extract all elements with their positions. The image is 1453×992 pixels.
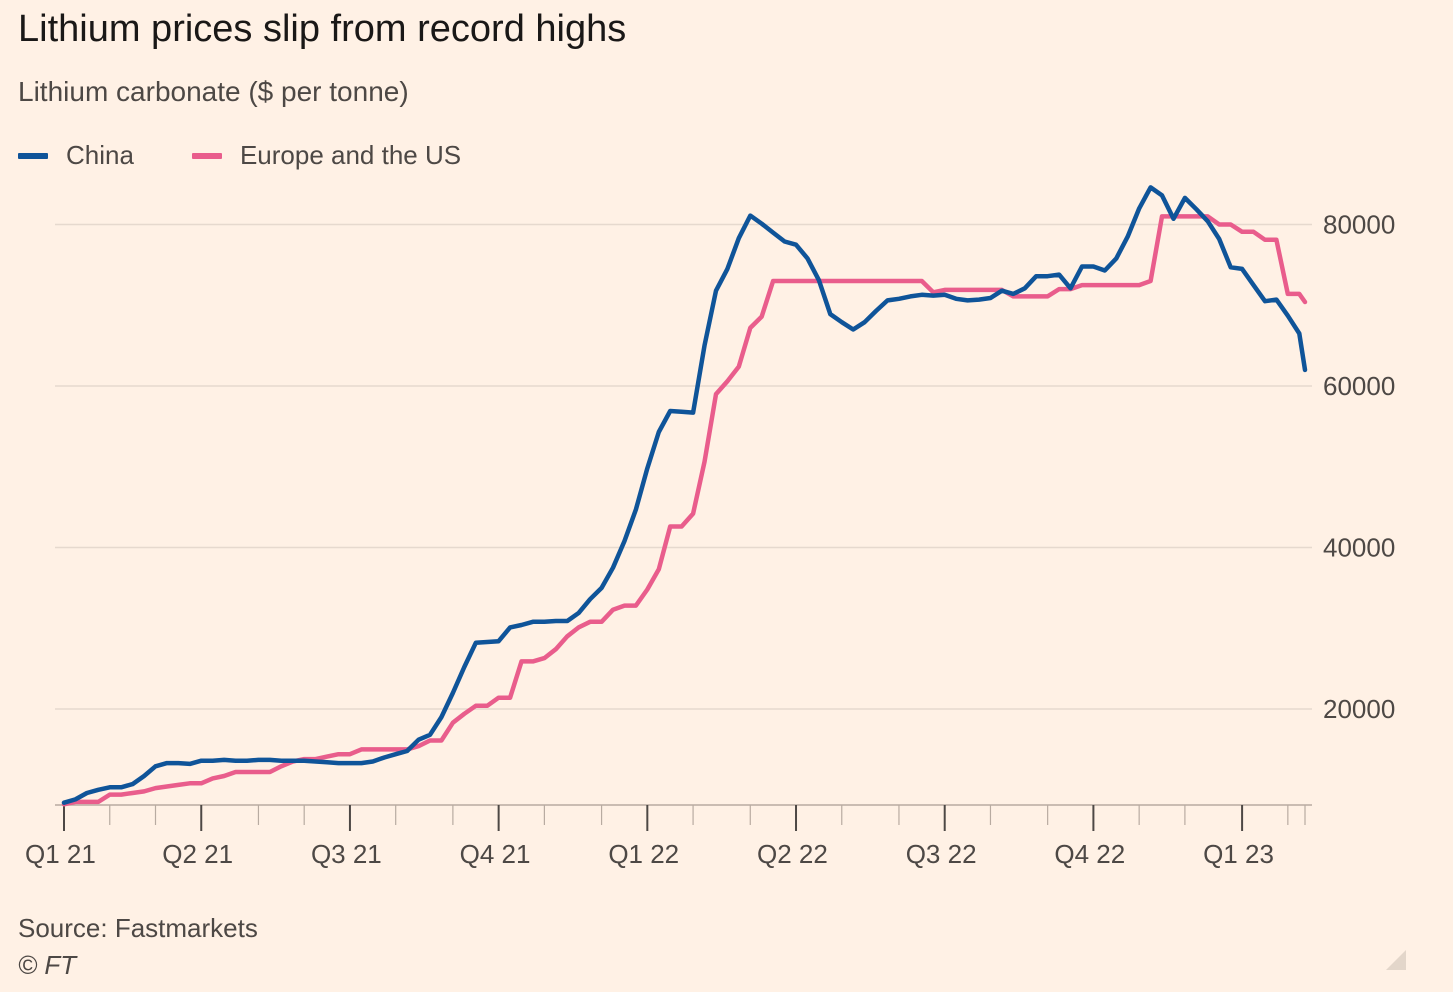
x-tick-label-q1-23: Q1 23 bbox=[1203, 839, 1274, 869]
legend-label-europe-us: Europe and the US bbox=[239, 140, 462, 170]
x-tick-label-q2-21: Q2 21 bbox=[162, 839, 233, 869]
legend-item-europe-us: Europe and the US bbox=[191, 140, 462, 171]
x-axis bbox=[55, 804, 1312, 831]
x-tick-label-q3-22: Q3 22 bbox=[906, 839, 977, 869]
x-tick-label-q4-22: Q4 22 bbox=[1054, 839, 1125, 869]
y-tick-label-40000: 40000 bbox=[1323, 533, 1395, 563]
x-tick-label-q1-21: Q1 21 bbox=[25, 839, 96, 869]
gridlines bbox=[55, 223, 1312, 710]
series-line-china bbox=[61, 185, 1308, 805]
legend-item-china: China bbox=[18, 140, 134, 171]
chart-title: Lithium prices slip from record highs bbox=[18, 8, 627, 50]
y-axis-labels: 20000 40000 60000 80000 bbox=[1323, 210, 1395, 725]
series-lines bbox=[61, 185, 1308, 807]
y-tick-label-60000: 60000 bbox=[1323, 371, 1395, 401]
y-tick-label-20000: 20000 bbox=[1323, 694, 1395, 724]
x-tick-label-q4-21: Q4 21 bbox=[460, 839, 531, 869]
source-note: Source: Fastmarkets bbox=[18, 913, 258, 943]
copyright-note: © FT bbox=[18, 950, 77, 980]
series-line-europe-us bbox=[61, 214, 1308, 807]
x-tick-label-q3-21: Q3 21 bbox=[311, 839, 382, 869]
legend: China Europe and the US bbox=[18, 140, 519, 171]
legend-label-china: China bbox=[66, 140, 134, 170]
chart-subtitle: Lithium carbonate ($ per tonne) bbox=[18, 76, 409, 107]
x-tick-label-q2-22: Q2 22 bbox=[757, 839, 828, 869]
y-tick-label-80000: 80000 bbox=[1323, 210, 1395, 240]
resize-corner-icon bbox=[1386, 950, 1406, 970]
legend-swatch-europe-us bbox=[191, 152, 222, 159]
x-axis-labels: Q1 21 Q2 21 Q3 21 Q4 21 Q1 22 Q2 22 Q3 22 Q4 22… bbox=[25, 839, 1274, 869]
x-tick-label-q1-22: Q1 22 bbox=[608, 839, 679, 869]
legend-swatch-china bbox=[18, 152, 48, 159]
